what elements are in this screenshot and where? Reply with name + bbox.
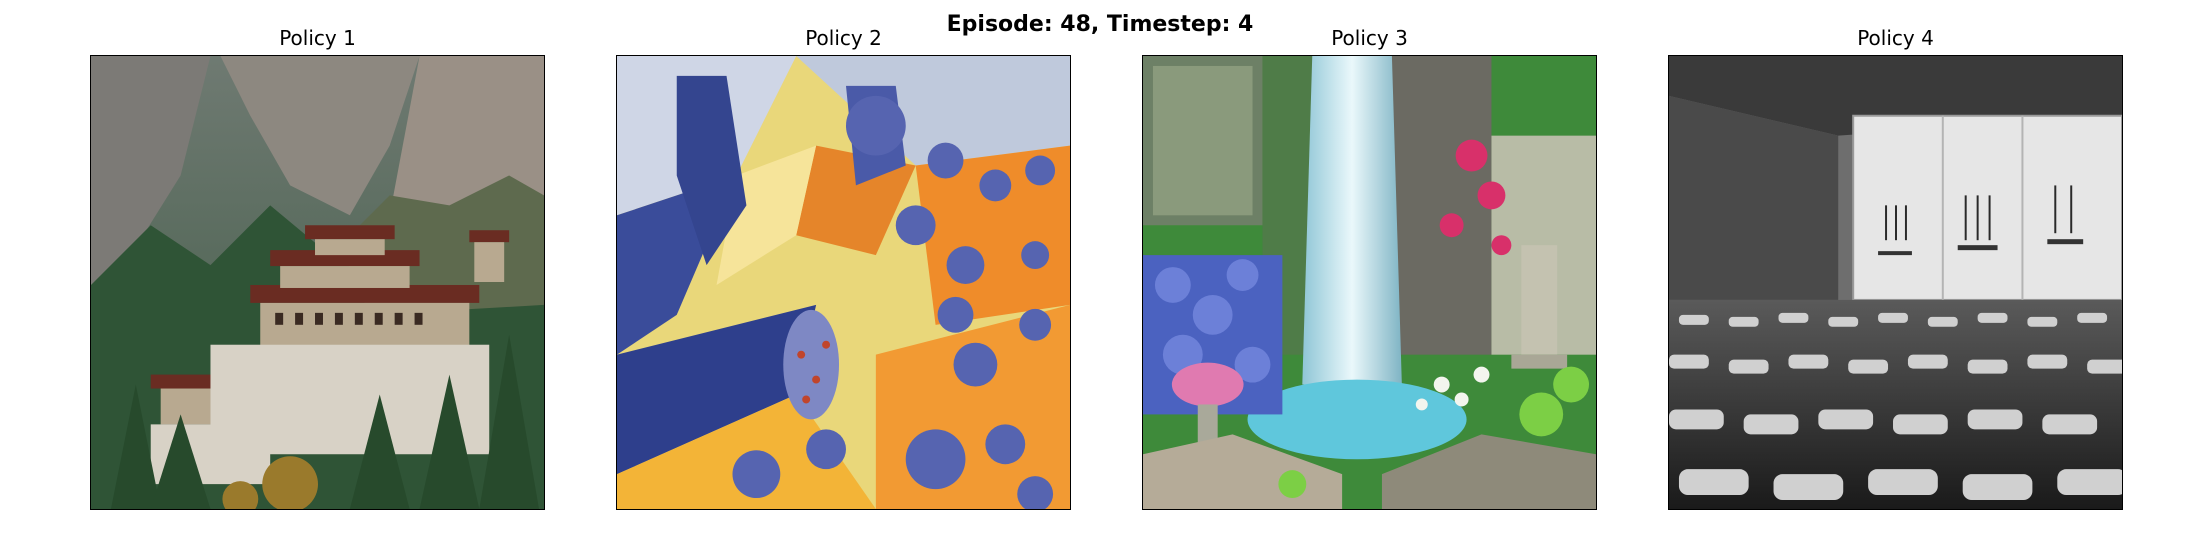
monastery-image: [91, 56, 544, 509]
panel-image-policy-4: [1668, 55, 2123, 510]
panel-title-policy-1: Policy 1: [279, 26, 356, 50]
cubist-image: [617, 56, 1070, 509]
figure-suptitle: Episode: 48, Timestep: 4: [946, 12, 1254, 37]
waterfall-image: [1143, 56, 1596, 509]
panel-image-policy-2: [616, 55, 1071, 510]
panel-title-policy-4: Policy 4: [1857, 26, 1934, 50]
auditorium-image: [1669, 56, 2122, 509]
panel-title-policy-3: Policy 3: [1331, 26, 1408, 50]
panel-image-policy-1: [90, 55, 545, 510]
panel-title-policy-2: Policy 2: [805, 26, 882, 50]
panel-image-policy-3: [1142, 55, 1597, 510]
